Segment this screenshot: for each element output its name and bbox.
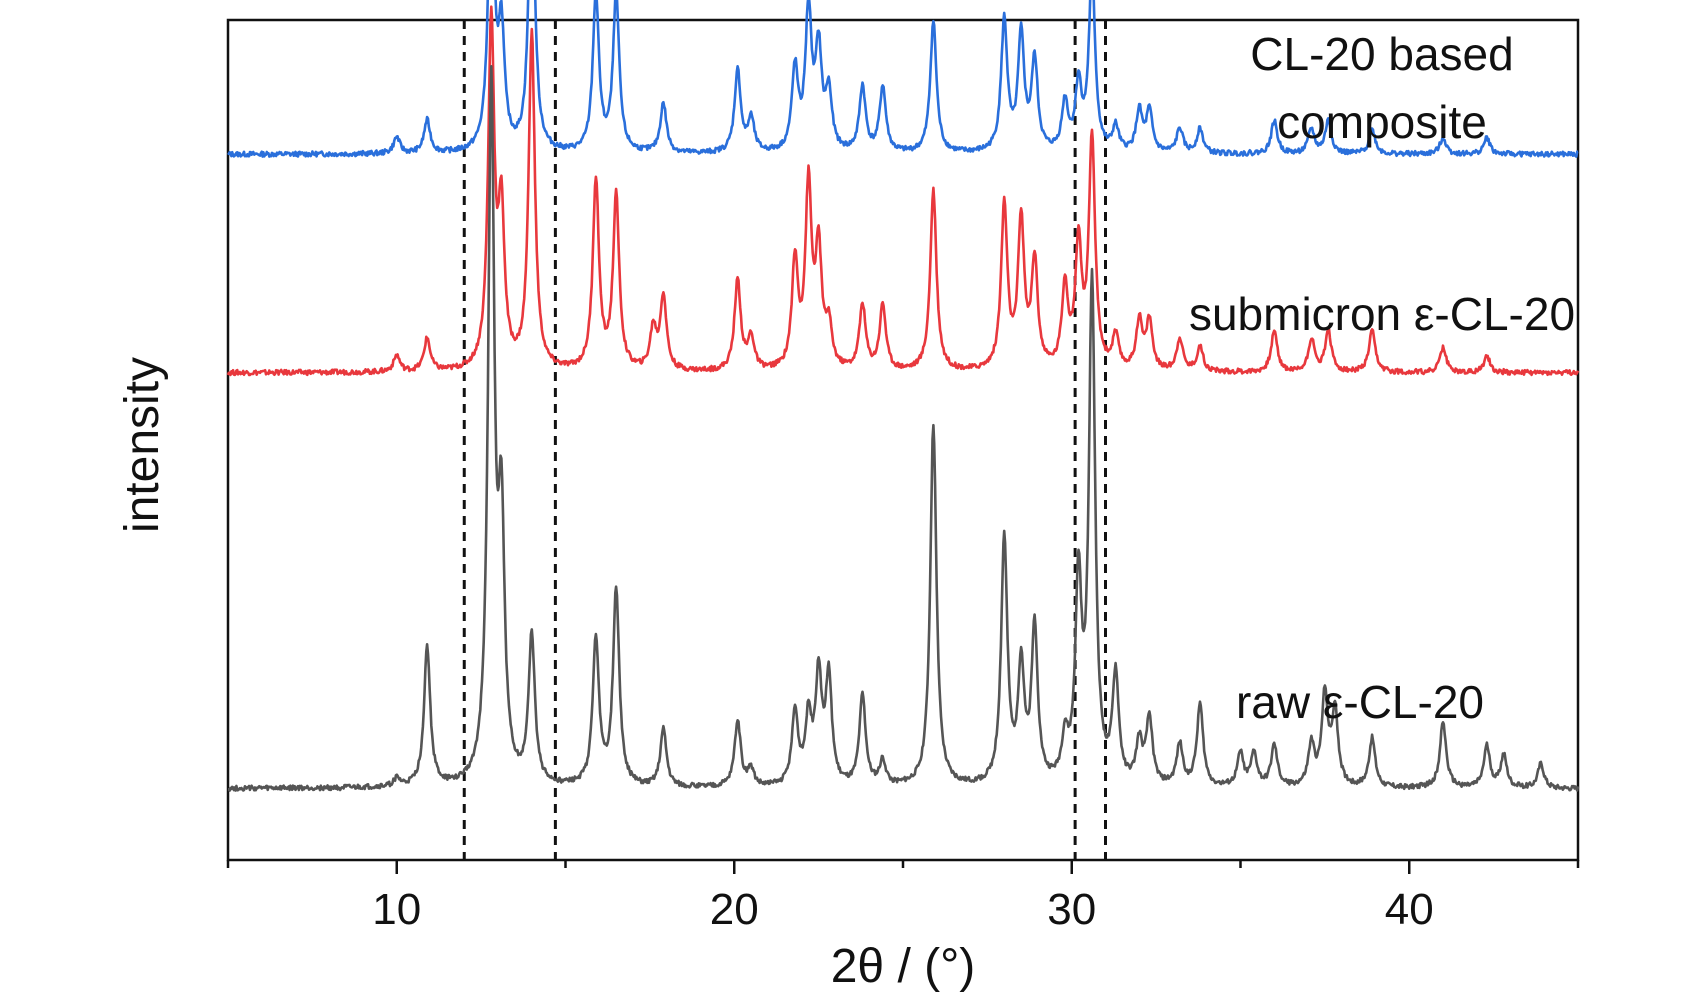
series-line-2 bbox=[227, 65, 1580, 792]
series-label-1: submicron ε-CL-20 bbox=[1189, 288, 1575, 340]
series-line-1 bbox=[226, 5, 1580, 377]
reference-lines bbox=[462, 20, 1107, 860]
x-tick-label: 30 bbox=[1047, 885, 1096, 934]
x-tick-label: 20 bbox=[710, 885, 759, 934]
series-line-0 bbox=[227, 0, 1579, 158]
series-label-0: CL-20 based composite bbox=[1250, 28, 1513, 148]
x-axis: 10 20 30 40 bbox=[226, 860, 1580, 934]
series-layer bbox=[226, 0, 1580, 792]
x-axis-label: 2θ / (°) bbox=[831, 940, 976, 993]
x-tick-label: 10 bbox=[372, 885, 421, 934]
series-label-2: raw ε-CL-20 bbox=[1236, 676, 1484, 728]
x-tick-label: 40 bbox=[1385, 885, 1434, 934]
y-axis-label: intensity bbox=[116, 357, 169, 533]
series-labels: CL-20 based composite submicron ε-CL-20 raw… bbox=[1189, 28, 1575, 728]
